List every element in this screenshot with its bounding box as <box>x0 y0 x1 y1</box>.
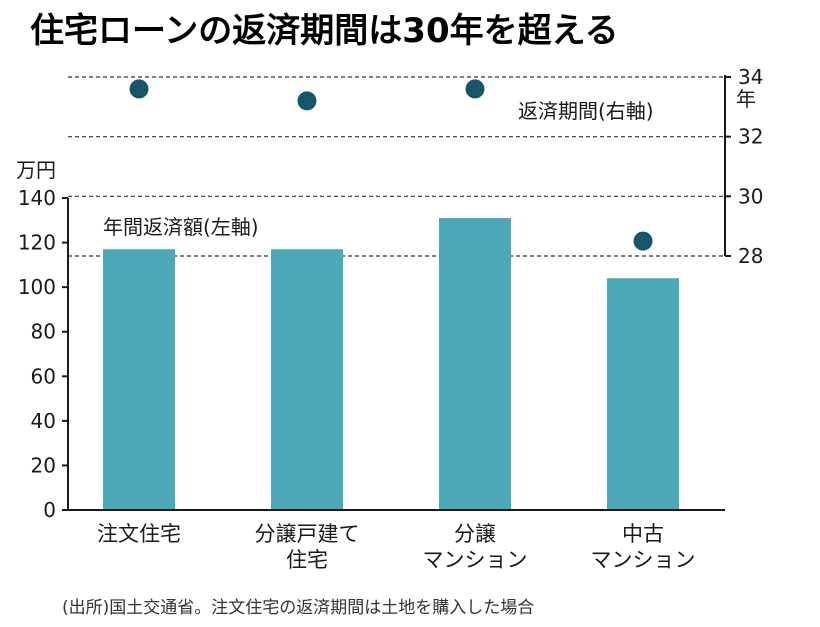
chart-title: 住宅ローンの返済期間は30年を超える <box>30 11 619 51</box>
bar-series <box>103 218 679 511</box>
right-axis-gridlines <box>68 76 725 257</box>
left-tick-label: 120 <box>18 231 56 255</box>
dot-series-label: 返済期間(右軸) <box>518 99 654 123</box>
left-tick-label: 80 <box>31 320 56 344</box>
category-label: 分譲 <box>454 522 496 546</box>
axes <box>67 75 726 511</box>
category-label: マンション <box>591 548 696 572</box>
category-label: 住宅 <box>286 548 328 572</box>
left-tick-label: 100 <box>18 275 56 299</box>
bar-series-label: 年間返済額(左軸) <box>103 215 259 239</box>
category-label: 分譲戸建て <box>255 522 360 546</box>
right-tick-label: 28 <box>738 244 763 268</box>
left-tick-label: 60 <box>31 364 56 388</box>
dot-point <box>129 79 149 99</box>
right-tick-label: 30 <box>738 184 763 208</box>
bar <box>271 249 343 510</box>
right-tick-label: 34 <box>738 65 763 89</box>
right-axis-ticks: 28 30 32 34 <box>725 65 763 268</box>
dot-point <box>633 231 653 251</box>
left-axis-ticks: 0 20 40 60 80 100 120 140 <box>18 186 68 522</box>
left-tick-label: 40 <box>31 409 56 433</box>
source-note: (出所)国土交通省。注文住宅の返済期間は土地を購入した場合 <box>62 598 534 618</box>
left-axis-unit: 万円 <box>16 158 56 182</box>
bar <box>103 249 175 510</box>
left-tick-label: 20 <box>31 453 56 477</box>
category-label: マンション <box>423 548 528 572</box>
dot-point <box>297 91 317 111</box>
bar <box>607 278 679 510</box>
category-label: 中古 <box>622 522 664 546</box>
right-axis-unit: 年 <box>736 87 756 111</box>
category-label: 注文住宅 <box>97 522 181 546</box>
right-tick-label: 32 <box>738 125 763 149</box>
dot-series <box>129 79 653 251</box>
bar <box>439 218 511 511</box>
left-tick-label: 0 <box>43 498 56 522</box>
left-tick-label: 140 <box>18 186 56 210</box>
dot-point <box>465 79 485 99</box>
